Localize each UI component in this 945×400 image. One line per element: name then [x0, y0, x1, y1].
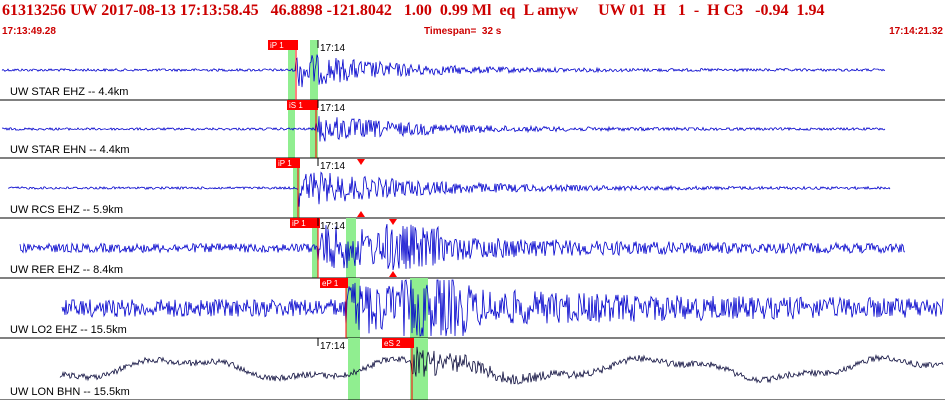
pick-label: iP 1: [292, 219, 306, 228]
minute-tick-label: 17:14: [320, 221, 345, 232]
pick-marker-bottom: [357, 211, 365, 217]
waveform-trace[interactable]: [1, 54, 886, 88]
pick-marker-top: [357, 159, 365, 165]
station-label: UW RCS EHZ -- 5.9km: [10, 204, 123, 216]
pick-label-box[interactable]: [320, 278, 348, 288]
pick-label: iS 1: [289, 101, 303, 110]
pick-label-box[interactable]: [268, 40, 298, 50]
station-label: UW LON BHN -- 15.5km: [10, 386, 130, 398]
waveform-trace[interactable]: [8, 171, 891, 207]
pick-marker-bottom: [389, 271, 397, 277]
station-label: UW STAR EHZ -- 4.4km: [10, 86, 128, 98]
waveform-trace[interactable]: [1, 116, 886, 142]
pick-label: iP 1: [270, 41, 284, 50]
pick-marker-top: [389, 219, 397, 225]
event-summary-line: 61313256 UW 2017-08-13 17:13:58.45 46.88…: [2, 2, 825, 19]
window-start-time: 17:13:49.28: [2, 26, 56, 37]
waveform-trace[interactable]: [19, 224, 906, 271]
pick-label: eP 1: [322, 279, 339, 288]
waveform-trace[interactable]: [61, 279, 944, 337]
minute-tick-label: 17:14: [320, 161, 345, 172]
pick-window-highlight: [310, 40, 318, 100]
pick-label-box[interactable]: [290, 218, 320, 228]
minute-tick-label: 17:14: [320, 43, 345, 54]
station-label: UW STAR EHN -- 4.4km: [10, 144, 130, 156]
minute-tick-label: 17:14: [320, 341, 345, 352]
pick-window-highlight: [293, 158, 300, 218]
waveform-trace[interactable]: [59, 346, 944, 385]
pick-label-box[interactable]: [276, 158, 300, 168]
pick-label: iP 1: [278, 159, 292, 168]
station-label: UW LO2 EHZ -- 15.5km: [10, 324, 127, 336]
pick-window-highlight: [288, 40, 295, 100]
pick-label-box[interactable]: [287, 100, 318, 110]
window-end-time: 17:14:21.32: [889, 26, 943, 37]
seismogram-panels[interactable]: iP 1 17:14 UW STAR EHZ -- 4.4km iS 1 17:14 UW…: [0, 40, 945, 400]
pick-window-highlight: [346, 278, 360, 338]
pick-label-box[interactable]: [382, 338, 414, 348]
pick-label: eS 2: [384, 339, 401, 348]
station-label: UW RER EHZ -- 8.4km: [10, 264, 123, 276]
event-header: 61313256 UW 2017-08-13 17:13:58.45 46.88…: [0, 0, 945, 40]
minute-tick-label: 17:14: [320, 103, 345, 114]
timespan-label: Timespan= 32 s: [424, 26, 502, 37]
